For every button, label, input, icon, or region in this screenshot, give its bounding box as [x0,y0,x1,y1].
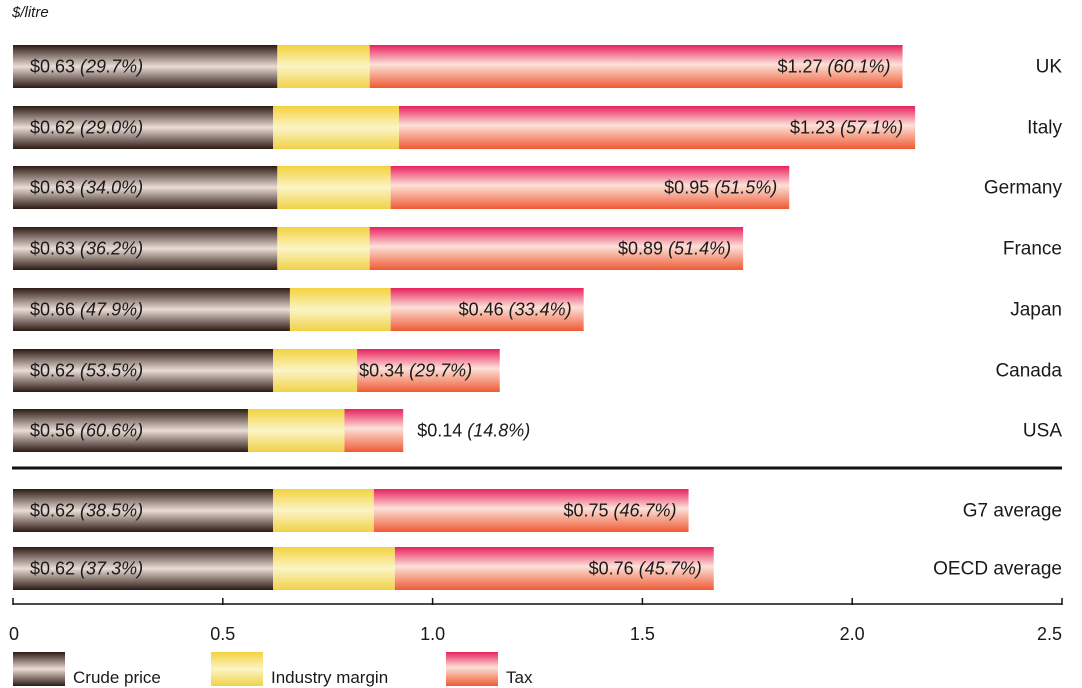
legend-item-crude-price: Crude price [13,652,161,687]
label-crude-price-oecd-average: $0.62 (37.3%) [30,559,143,579]
bar-crude-price-germany [13,166,278,209]
bar-crude-price-canada [13,349,274,392]
legend-label-crude-price: Crude price [73,668,161,687]
x-tick-label: 1.0 [420,624,445,644]
bar-industry-margin-germany [277,166,391,209]
bar-tax-usa [344,409,404,452]
bar-tax-france [369,227,744,270]
label-tax-germany: $0.95 (51.5%) [664,178,777,198]
label-crude-price-germany: $0.63 (34.0%) [30,178,143,198]
category-label-canada: Canada [995,361,1062,382]
label-crude-price-uk: $0.63 (29.7%) [30,57,143,77]
category-label-usa: USA [1023,421,1062,442]
category-label-france: France [1003,239,1062,260]
bar-tax-canada [357,349,500,392]
legend-item-industry-margin: Industry margin [211,652,388,687]
bar-industry-margin-canada [273,349,358,392]
category-label-oecd-average: OECD average [933,559,1062,580]
label-tax-uk: $1.27 (60.1%) [777,57,890,77]
bar-tax-oecd-average [394,547,714,590]
bar-row-japan: $0.66 (47.9%) $0.46 (33.4%) Japan [13,288,1062,331]
category-label-uk: UK [1036,57,1063,78]
bar-industry-margin-usa [247,409,345,452]
label-tax-usa: $0.14 (14.8%) [417,421,530,441]
category-label-italy: Italy [1027,118,1062,139]
bar-tax-uk [369,45,903,88]
bar-industry-margin-italy [273,106,400,149]
legend-label-tax: Tax [506,668,533,687]
legend-swatch-tax [446,652,498,686]
x-tick-label: 0.5 [210,624,235,644]
label-tax-japan: $0.46 (33.4%) [459,300,572,320]
bar-industry-margin-uk [277,45,370,88]
category-label-japan: Japan [1010,300,1062,321]
bar-crude-price-japan [13,288,290,331]
bar-industry-margin-japan [289,288,391,331]
legend-swatch-crude-price [13,652,65,686]
bar-industry-margin-france [277,227,370,270]
x-axis: 0 0.5 1.0 1.5 2.0 2.5 [9,598,1063,644]
bar-row-g7-average: $0.62 (38.5%) $0.75 (46.7%) G7 average [13,489,1062,532]
bar-tax-g7-average [373,489,689,532]
unit-label: $/litre [12,4,49,21]
bar-industry-margin-oecd-average [273,547,395,590]
legend-swatch-industry-margin [211,652,263,686]
bar-row-france: $0.63 (36.2%) $0.89 (51.4%) France [13,227,1062,270]
x-tick-label: 0 [9,624,19,644]
x-tick-label: 1.5 [630,624,655,644]
category-label-germany: Germany [984,178,1063,199]
label-crude-price-italy: $0.62 (29.0%) [30,118,143,138]
label-tax-canada: $0.34 (29.7%) [359,361,472,381]
bar-crude-price-oecd-average [13,547,274,590]
x-tick-label: 2.5 [1037,624,1062,644]
bar-tax-germany [390,166,790,209]
label-crude-price-g7-average: $0.62 (38.5%) [30,501,143,521]
bar-tax-italy [399,106,916,149]
bar-row-canada: $0.62 (53.5%) $0.34 (29.7%) Canada [13,349,1062,392]
bars-group: $0.63 (29.7%) $1.27 (60.1%) UK $0.62 (29.0%… [13,45,1062,590]
legend: Crude price Industry margin Tax [13,652,533,687]
bar-crude-price-g7-average [13,489,274,532]
bar-crude-price-usa [13,409,248,452]
label-crude-price-japan: $0.66 (47.9%) [30,300,143,320]
legend-label-industry-margin: Industry margin [271,668,388,687]
bar-row-usa: $0.56 (60.6%) $0.14 (14.8%) USA [13,409,1062,452]
bar-row-italy: $0.62 (29.0%) $1.23 (57.1%) Italy [13,106,1062,149]
bar-tax-japan [390,288,584,331]
bar-crude-price-uk [13,45,278,88]
bar-row-uk: $0.63 (29.7%) $1.27 (60.1%) UK [13,45,1062,88]
label-tax-italy: $1.23 (57.1%) [790,118,903,138]
label-tax-france: $0.89 (51.4%) [618,239,731,259]
label-crude-price-france: $0.63 (36.2%) [30,239,143,259]
label-crude-price-usa: $0.56 (60.6%) [30,421,143,441]
bar-industry-margin-g7-average [273,489,374,532]
bar-row-germany: $0.63 (34.0%) $0.95 (51.5%) Germany [13,166,1062,209]
label-crude-price-canada: $0.62 (53.5%) [30,361,143,381]
category-label-g7-average: G7 average [963,501,1062,522]
bar-row-oecd-average: $0.62 (37.3%) $0.76 (45.7%) OECD average [13,547,1062,590]
legend-item-tax: Tax [446,652,533,687]
x-tick-label: 2.0 [840,624,865,644]
label-tax-oecd-average: $0.76 (45.7%) [589,559,702,579]
label-tax-g7-average: $0.75 (46.7%) [563,501,676,521]
bar-crude-price-italy [13,106,274,149]
bar-crude-price-france [13,227,278,270]
